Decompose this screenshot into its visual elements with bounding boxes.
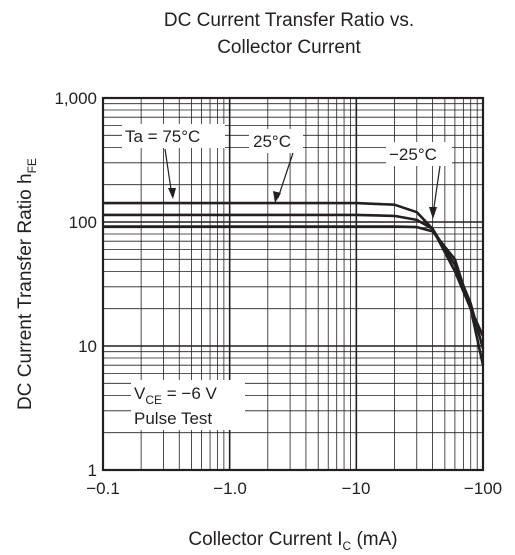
conditions-box bbox=[131, 380, 245, 430]
label-box-m25c bbox=[386, 142, 452, 166]
label-box-75c bbox=[122, 124, 225, 148]
x-tick-label-0: −0.1 bbox=[86, 479, 120, 498]
y-tick-label-2: 100 bbox=[69, 213, 97, 232]
plot-frame bbox=[101, 96, 485, 472]
leader-25c bbox=[277, 152, 294, 199]
series-label-25c: 25°C bbox=[253, 132, 291, 151]
series-line-0 bbox=[103, 201, 485, 337]
arrowhead-m25c bbox=[429, 207, 437, 219]
chart-title-line2: Collector Current bbox=[217, 37, 361, 58]
series-line-2 bbox=[103, 225, 485, 366]
y-tick-label-0: 1 bbox=[88, 461, 97, 480]
chart-title-line1: DC Current Transfer Ratio vs. bbox=[164, 10, 414, 31]
x-tick-label-1: −1.0 bbox=[213, 479, 247, 498]
arrowhead-25c bbox=[273, 191, 281, 203]
leader-m25c bbox=[432, 165, 441, 215]
label-box-25c bbox=[249, 129, 303, 153]
arrowhead-75c bbox=[168, 188, 176, 199]
x-axis-label: Collector Current IC (mA) bbox=[188, 529, 397, 553]
series-label-m25c: −25°C bbox=[389, 145, 437, 164]
condition-vce: VCE = −6 V bbox=[134, 384, 217, 407]
y-tick-label-3: 1,000 bbox=[54, 89, 97, 108]
y-axis-label: DC Current Transfer Ratio hFE bbox=[15, 158, 39, 410]
series-line-1 bbox=[103, 213, 485, 350]
condition-pulse-test: Pulse Test bbox=[134, 409, 212, 428]
x-tick-label-3: −100 bbox=[464, 479, 502, 498]
y-tick-label-1: 10 bbox=[78, 337, 97, 356]
x-tick-label-2: −10 bbox=[342, 479, 371, 498]
series-label-75c: Ta = 75°C bbox=[125, 127, 200, 146]
series-group bbox=[103, 201, 485, 366]
